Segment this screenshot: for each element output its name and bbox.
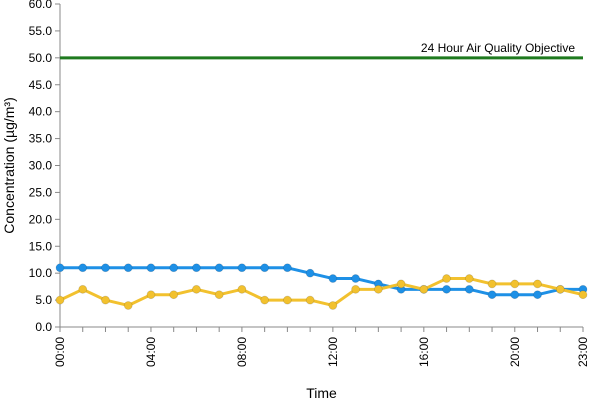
data-point [237,284,247,294]
data-point [282,295,292,305]
series-line [60,266,583,297]
y-tick-label: 10.0 [29,266,53,280]
data-point [146,290,156,300]
y-axis-ticks: 0.0 5.0 10.0 15.0 20.0 25.0 30.0 35.0 40.0 45.0 50… [29,0,60,334]
data-point [55,263,65,273]
data-point [305,268,315,278]
data-point [464,274,474,283]
reference-line-group: 24 Hour Air Quality Objective [60,41,583,60]
data-point [78,284,88,294]
data-point [305,295,315,305]
data-point [396,279,406,289]
data-point [328,301,338,310]
data-point [510,290,520,300]
y-tick-label: 5.0 [35,293,52,307]
x-tick-label: 04:00 [144,337,158,367]
data-point [192,284,201,294]
data-point [214,290,224,300]
x-axis-ticks: 00:00 04:00 08:00 12:00 16:00 20:00 23:00 [53,327,590,367]
reference-line-label: 24 Hour Air Quality Objective [421,41,575,55]
data-point [442,274,451,283]
series-line [59,277,584,307]
x-tick-label: 16:00 [417,337,431,367]
data-point [101,295,110,305]
y-tick-label: 55.0 [29,24,53,38]
data-point [123,301,133,310]
y-tick-label: 15.0 [29,239,53,253]
data-point [487,290,497,300]
y-axis-title: Concentration (µg/m³) [1,97,17,233]
data-point [555,284,565,294]
data-point [237,263,247,273]
x-axis-title: Time [306,385,337,400]
data-point [282,263,292,273]
data-point [78,263,88,273]
y-tick-label: 25.0 [29,185,53,199]
data-point [533,279,542,289]
data-point [464,284,474,294]
y-tick-label: 40.0 [29,105,53,119]
data-point [442,284,451,294]
data-point [101,263,110,273]
data-point [169,263,179,273]
y-tick-label: 35.0 [29,132,53,146]
y-tick-label: 60.0 [29,0,53,11]
series-group [55,263,588,310]
data-point [510,279,520,289]
data-point [146,263,156,273]
y-tick-label: 50.0 [29,51,53,65]
data-point [328,274,338,283]
data-point [260,295,270,305]
series-2 [55,274,588,310]
data-point [351,284,361,294]
y-tick-label: 45.0 [29,78,53,92]
data-point [260,263,270,273]
data-point [578,290,588,300]
x-tick-label: 12:00 [326,337,340,367]
data-point [214,263,224,273]
data-point [55,295,65,305]
data-point [487,279,497,289]
data-point [123,263,133,273]
y-tick-label: 30.0 [29,159,53,173]
x-tick-label: 00:00 [53,337,67,367]
y-tick-label: 20.0 [29,212,53,226]
data-point [351,274,361,283]
x-tick-label: 20:00 [508,337,522,367]
data-point [533,290,542,300]
series-1 [55,263,588,300]
data-point [192,263,201,273]
x-tick-label: 08:00 [235,337,249,367]
data-point [373,284,383,294]
data-point [419,284,429,294]
data-point [169,290,179,300]
y-tick-label: 0.0 [35,320,52,334]
x-tick-label: 23:00 [576,337,590,367]
